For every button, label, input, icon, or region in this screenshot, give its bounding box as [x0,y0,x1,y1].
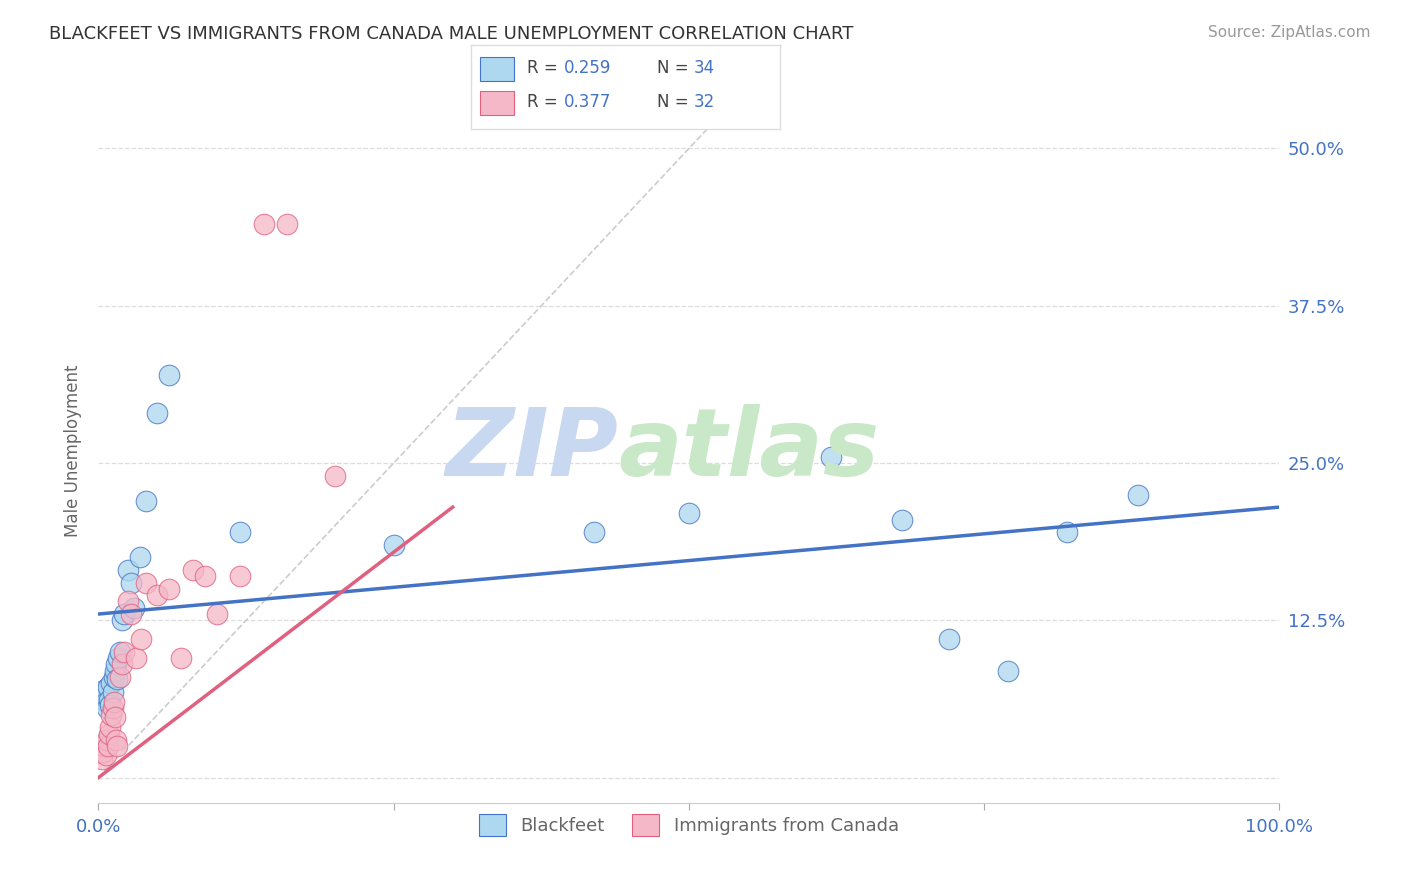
Point [229,569,252,583]
Point [101,701,124,715]
Point [101,685,124,699]
Text: 0.259: 0.259 [564,59,612,77]
Point [276,217,298,231]
Point [94,695,117,709]
Point [107,651,129,665]
Point [91,752,114,766]
Point [94,747,117,762]
Text: N =: N = [657,93,693,111]
Text: 34: 34 [693,59,714,77]
Point [938,632,960,647]
Point [105,732,128,747]
Point [890,513,912,527]
Point [104,664,127,678]
Point [105,657,128,672]
Text: R =: R = [527,93,562,111]
Point [91,689,114,703]
Point [121,575,143,590]
Legend: Blackfeet, Immigrants from Canada: Blackfeet, Immigrants from Canada [472,806,905,843]
Text: 32: 32 [693,93,716,111]
Point [98,698,121,712]
Point [194,569,217,583]
Text: ZIP: ZIP [446,404,619,497]
Point [96,732,118,747]
FancyBboxPatch shape [481,91,515,114]
Point [108,645,131,659]
Text: N =: N = [657,59,693,77]
Point [157,582,180,596]
Point [129,632,152,647]
Point [122,600,145,615]
Point [105,673,128,687]
Point [121,607,143,621]
Point [146,588,169,602]
Point [820,450,842,464]
Point [253,217,276,231]
Text: R =: R = [527,59,562,77]
Point [96,701,118,715]
Y-axis label: Male Unemployment: Male Unemployment [65,364,83,537]
Text: Source: ZipAtlas.com: Source: ZipAtlas.com [1208,25,1371,40]
Point [97,739,120,754]
Point [111,657,134,672]
Point [93,682,115,697]
Point [157,368,180,382]
Point [181,563,204,577]
Point [98,692,121,706]
Point [112,607,135,621]
Point [103,670,125,684]
Point [146,406,169,420]
Point [111,613,134,627]
Point [117,563,139,577]
Point [135,575,157,590]
Point [117,594,139,608]
Point [323,468,346,483]
Point [678,507,700,521]
Point [170,651,193,665]
Point [103,695,125,709]
Point [382,538,405,552]
Text: 0.377: 0.377 [564,93,612,111]
Point [97,680,120,694]
Point [100,676,122,690]
Point [1056,525,1078,540]
Text: atlas: atlas [619,404,879,497]
Point [1126,487,1149,501]
Point [229,525,252,540]
Point [108,670,131,684]
Point [98,726,121,740]
Point [93,739,115,754]
FancyBboxPatch shape [481,57,515,80]
Point [98,720,121,734]
Point [91,746,114,760]
Text: BLACKFEET VS IMMIGRANTS FROM CANADA MALE UNEMPLOYMENT CORRELATION CHART: BLACKFEET VS IMMIGRANTS FROM CANADA MALE… [49,25,853,43]
Point [205,607,228,621]
Point [125,651,148,665]
Point [128,550,150,565]
Point [104,710,127,724]
Point [997,664,1019,678]
Point [583,525,606,540]
Point [100,707,122,722]
Point [135,493,157,508]
Point [112,645,135,659]
Point [105,739,128,754]
